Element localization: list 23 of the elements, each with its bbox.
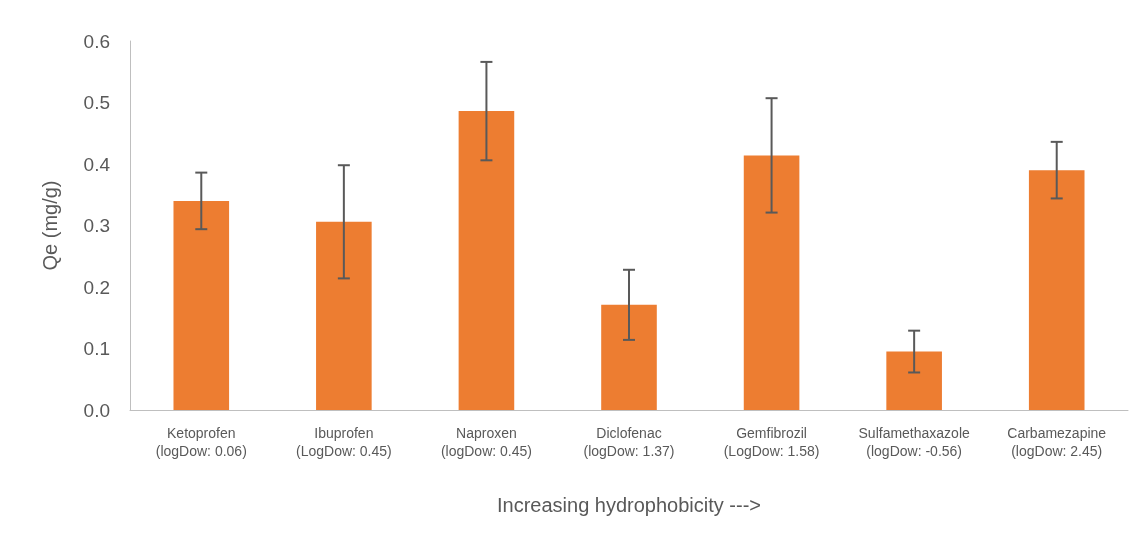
y-tick-label: 0.4 [83, 153, 111, 175]
bar [173, 200, 230, 410]
bar [743, 155, 800, 410]
bar [601, 304, 657, 410]
bar [886, 351, 942, 410]
x-tick-label: Ketoprofen (logDow: 0.06) [155, 425, 247, 459]
x-tick-label: Sulfamethaxazole (logDow: -0.56) [858, 425, 970, 459]
x-tick-label: Ibuprofen (LogDow: 0.45) [296, 425, 392, 459]
x-axis-title: Increasing hydrophobicity ---> [496, 494, 762, 516]
y-tick-label: 0.2 [83, 276, 110, 298]
x-tick-label: Carbamezapine (logDow: 2.45) [1007, 425, 1107, 459]
y-tick-label: 0.1 [83, 338, 110, 359]
y-tick-label: 0.3 [83, 215, 110, 236]
y-tick-label: 0.6 [83, 30, 110, 52]
x-tick-label: Naproxen (logDow: 0.45) [440, 425, 532, 459]
bar [458, 111, 515, 410]
y-axis-title: Qe (mg/g) [39, 180, 61, 271]
x-tick-label: Diclofenac (logDow: 1.37) [583, 425, 675, 459]
bar [1028, 170, 1085, 410]
bar [316, 221, 372, 410]
x-tick-label: Gemfibrozil (LogDow: 1.58) [723, 425, 820, 459]
y-tick-label: 0.5 [83, 92, 110, 113]
y-tick-label: 0.0 [83, 399, 110, 421]
